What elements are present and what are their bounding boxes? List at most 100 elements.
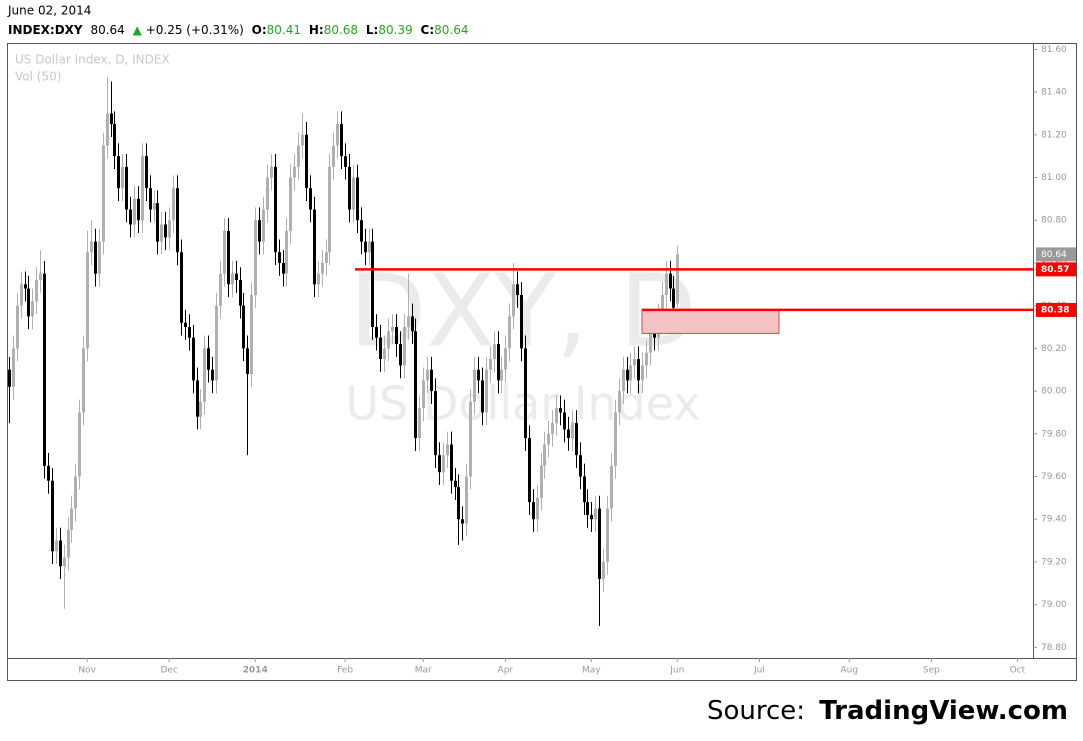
candle-body <box>94 241 97 274</box>
candle-body <box>90 241 93 253</box>
l-label: L: <box>366 23 378 37</box>
y-tick-label: 81.40 <box>1041 88 1067 98</box>
candle-body <box>328 166 331 253</box>
candle-body <box>113 124 116 157</box>
candle-body <box>590 514 593 520</box>
candle-body <box>172 188 175 221</box>
x-tick-label: Sep <box>923 666 940 676</box>
candle-body <box>426 369 429 381</box>
candle-body <box>332 145 335 167</box>
x-tick-label: Dec <box>160 666 177 676</box>
candle-body <box>313 209 316 285</box>
candle-body <box>297 145 300 167</box>
candle-body <box>59 540 62 567</box>
candle-body <box>559 408 562 413</box>
candle-body <box>289 177 292 231</box>
candle-body <box>645 352 648 366</box>
candle-body <box>379 337 382 360</box>
candle-body <box>626 369 629 381</box>
candle-body <box>317 273 320 285</box>
candle-body <box>133 198 136 225</box>
candle-body <box>239 280 242 306</box>
candle-body <box>336 124 339 146</box>
candle-body <box>199 401 202 417</box>
candle-body <box>407 316 410 328</box>
plot: 78.80 79.00 79.20 79.40 79.60 79.80 80.00 80.20… <box>8 45 1076 676</box>
symbol: INDEX:DXY <box>8 23 83 37</box>
candle-body <box>524 348 527 439</box>
o-label: O: <box>252 23 267 37</box>
chart-frame <box>7 43 1077 681</box>
candle-body <box>188 327 191 338</box>
candle-body <box>309 188 312 210</box>
candle-body <box>102 145 105 242</box>
candle-body <box>536 497 539 520</box>
candle-body <box>465 476 468 524</box>
candle-body <box>586 502 589 515</box>
candle-body <box>27 288 30 317</box>
candle-body <box>481 380 484 413</box>
candle-body <box>125 166 128 210</box>
candle-body <box>196 380 199 417</box>
price-tag <box>1036 302 1076 317</box>
support-zone <box>641 309 780 334</box>
candle-body <box>649 327 652 353</box>
candle-body <box>149 188 152 210</box>
candle-body <box>168 220 171 238</box>
candle-body <box>563 412 566 430</box>
candle-body <box>375 327 378 338</box>
candle-body <box>215 305 218 381</box>
candle-body <box>219 273 222 306</box>
candle-body <box>156 203 159 242</box>
candle-body <box>567 429 570 439</box>
candle-body <box>391 327 394 332</box>
x-tick-label: Nov <box>78 666 96 676</box>
candle-body <box>285 230 288 274</box>
candle-body <box>78 412 81 477</box>
candle-body <box>211 369 214 381</box>
candle-body <box>606 508 609 562</box>
candle-body <box>20 284 23 306</box>
candle-body <box>399 344 402 366</box>
candle-body <box>641 365 644 381</box>
x-tick-label: Feb <box>337 666 353 676</box>
candle-body <box>575 423 578 456</box>
candle-body <box>629 365 632 381</box>
candle-body <box>47 465 50 481</box>
x-tick-label: Apr <box>498 666 514 676</box>
source-prefix: Source: <box>707 696 805 726</box>
candle-body <box>305 134 308 189</box>
candle-body <box>141 156 144 221</box>
candle-body <box>117 156 120 189</box>
candle-body <box>266 177 269 210</box>
candle-body <box>547 433 550 445</box>
price-tag-label: 80.38 <box>1041 305 1069 315</box>
candle-body <box>246 348 249 374</box>
candle-body <box>583 476 586 503</box>
last-price-tag <box>1036 247 1076 262</box>
y-tick-label: 80.20 <box>1041 344 1067 354</box>
candle-body <box>258 220 261 242</box>
candle-body <box>121 166 124 189</box>
candle-body <box>602 561 605 579</box>
change: +0.25 (+0.31%) <box>146 23 244 37</box>
candle-body <box>414 331 417 439</box>
candle-body <box>227 230 230 285</box>
candle-body <box>618 391 621 413</box>
candle-body <box>293 166 296 178</box>
candle-body <box>110 113 113 125</box>
x-tick-label: May <box>582 666 601 676</box>
candle-body <box>598 508 601 579</box>
candle-body <box>16 305 19 349</box>
candle-body <box>235 273 238 281</box>
candle-body <box>489 359 492 370</box>
y-tick-label: 79.00 <box>1041 600 1067 610</box>
candle-body <box>473 369 476 402</box>
candle-body <box>497 344 500 381</box>
candle-body <box>12 348 15 387</box>
candle-body <box>661 294 664 317</box>
price-tag <box>1036 262 1076 277</box>
candle-body <box>504 348 507 370</box>
candle-body <box>669 273 672 289</box>
